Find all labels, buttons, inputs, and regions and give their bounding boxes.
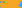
FancyBboxPatch shape (4, 3, 8, 4)
Text: link: link (2, 0, 22, 8)
Text: Element: Element (4, 0, 22, 2)
Text: link: link (0, 0, 18, 8)
FancyBboxPatch shape (10, 5, 13, 6)
Text: NULL: NULL (0, 0, 3, 8)
Text: link: link (3, 0, 22, 8)
FancyBboxPatch shape (14, 3, 17, 4)
Text: link: link (0, 0, 20, 8)
FancyBboxPatch shape (9, 3, 12, 4)
Text: NULL: NULL (19, 0, 22, 8)
